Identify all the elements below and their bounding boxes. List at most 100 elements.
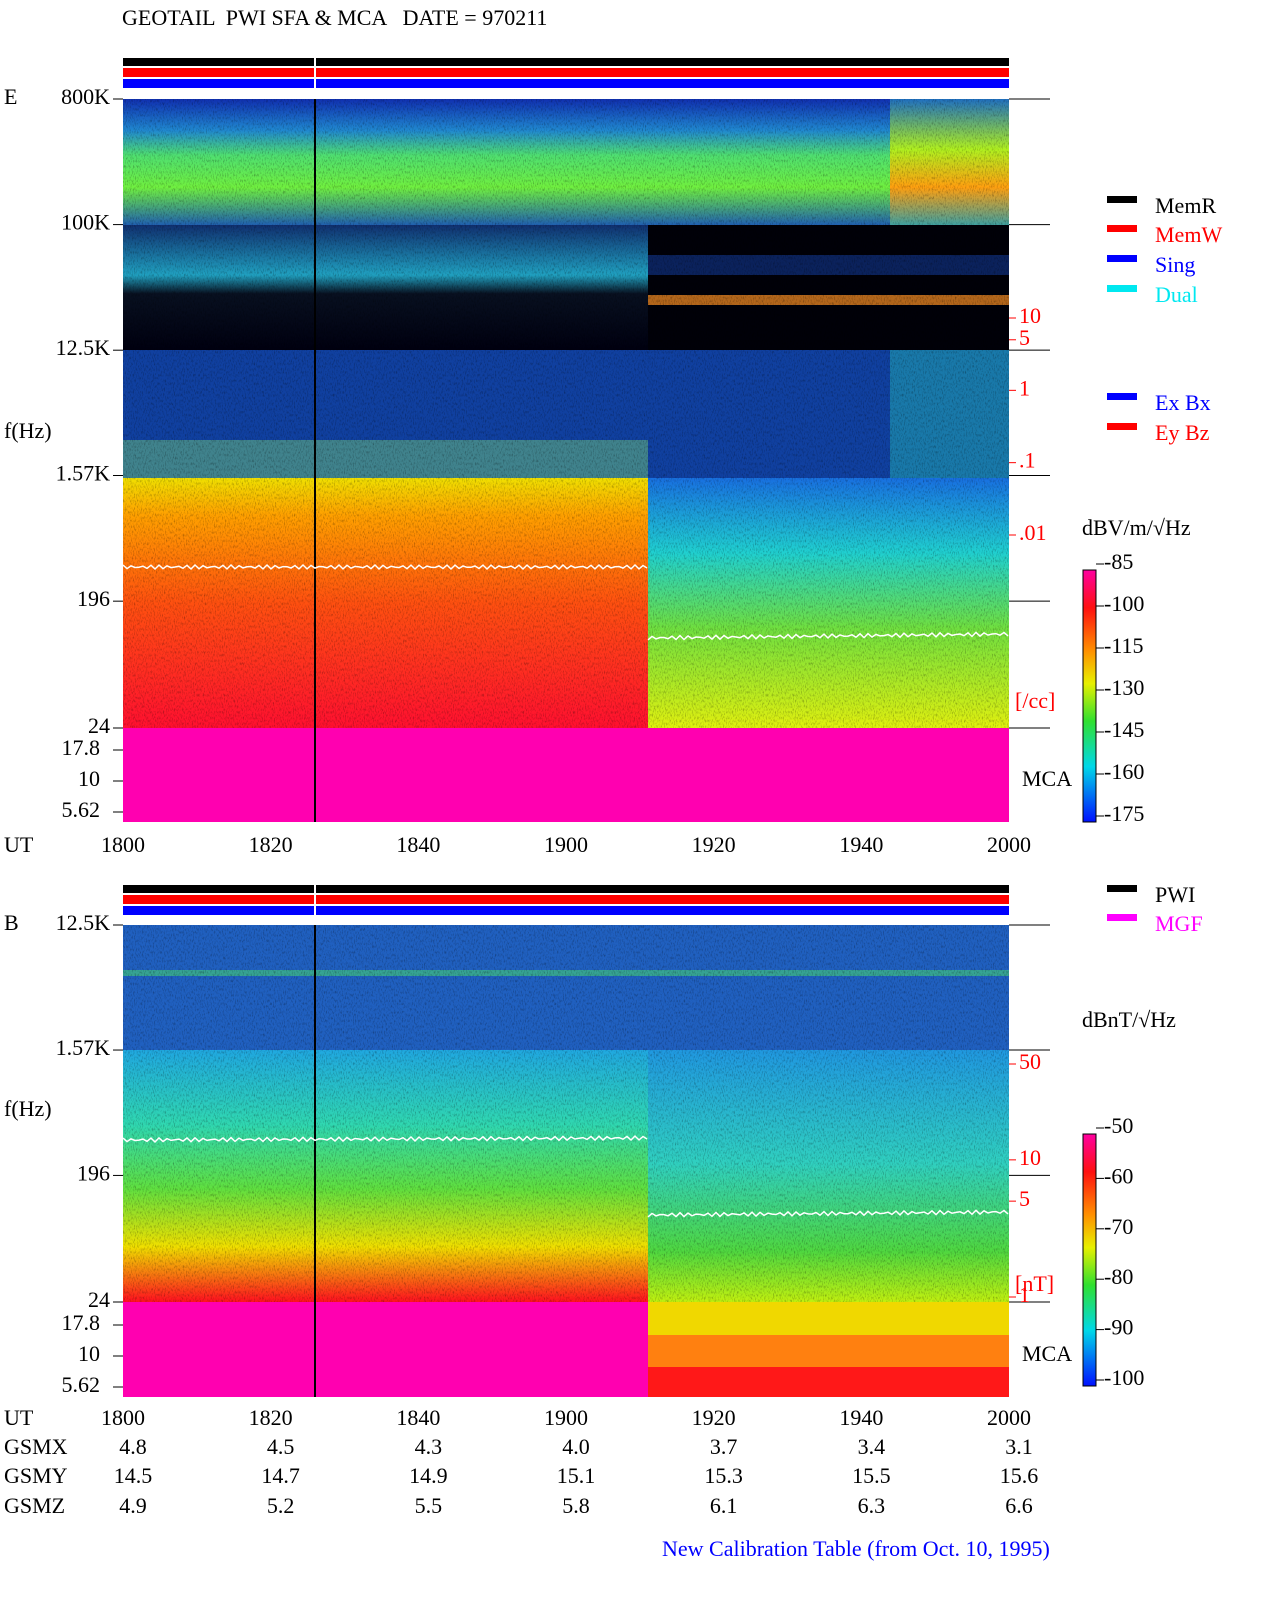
- legend-label: Ey Bz: [1155, 420, 1210, 445]
- y-tick-label: 12.5K: [56, 910, 111, 935]
- legend-swatch: [1107, 196, 1137, 203]
- panel-label: E: [4, 84, 17, 109]
- legend-swatch: [1107, 255, 1137, 262]
- y-tick-label: 1.57K: [56, 461, 111, 486]
- orbit-value: 6.3: [858, 1493, 886, 1518]
- mca-tick-label: 5.62: [62, 1372, 101, 1397]
- legend-label: Sing: [1155, 252, 1195, 277]
- mca-tick-label: 17.8: [62, 1310, 101, 1335]
- orbit-value: 5.5: [415, 1493, 443, 1518]
- legend-label: MemR: [1155, 193, 1216, 218]
- orbit-value: 3.7: [710, 1434, 738, 1459]
- orbit-value: 15.1: [557, 1463, 596, 1488]
- footer-note: New Calibration Table (from Oct. 10, 199…: [662, 1536, 1050, 1561]
- x-tick-label: 1940: [839, 1405, 883, 1430]
- colorbar-tick-label: -160: [1104, 759, 1144, 784]
- legend-label: Ex Bx: [1155, 390, 1211, 415]
- density-tick-label: 1: [1019, 1282, 1030, 1307]
- spectrogram-b: [123, 885, 1009, 1397]
- density-tick-label: .01: [1019, 520, 1047, 545]
- orbit-value: 15.5: [852, 1463, 891, 1488]
- y-tick-label: 100K: [61, 210, 110, 235]
- y-tick-label: 1.57K: [56, 1035, 111, 1060]
- colorbar-tick-label: -130: [1104, 675, 1144, 700]
- y-axis-label: f(Hz): [4, 1096, 52, 1121]
- trace: [647, 631, 1009, 641]
- density-tick-label: 5: [1019, 1186, 1030, 1211]
- x-tick-label: 1920: [692, 832, 736, 857]
- legend-swatch: [1107, 393, 1137, 400]
- x-tick-label: 1820: [249, 832, 293, 857]
- mca-label: MCA: [1022, 1341, 1072, 1366]
- legend-swatch: [1107, 914, 1137, 921]
- orbit-value: 5.2: [267, 1493, 295, 1518]
- orbit-value: 14.5: [114, 1463, 153, 1488]
- trace: [122, 1135, 648, 1143]
- colorbar-tick-label: -100: [1104, 591, 1144, 616]
- colorbar-label: dBV/m/√Hz: [1082, 515, 1191, 540]
- density-tick-label: 10: [1019, 1145, 1041, 1170]
- colorbar-tick-label: -100: [1104, 1365, 1144, 1390]
- colorbar-tick-label: -85: [1104, 549, 1133, 574]
- legend-label: PWI: [1155, 882, 1195, 907]
- orbit-value: 3.4: [858, 1434, 886, 1459]
- orbit-value: 5.8: [562, 1493, 590, 1518]
- colorbar: [1082, 1133, 1097, 1387]
- mca-tick-label: 10: [78, 766, 100, 791]
- mca-tick-label: 17.8: [62, 735, 101, 760]
- colorbar-tick-label: -70: [1104, 1214, 1133, 1239]
- density-unit: [/cc]: [1015, 688, 1055, 713]
- x-axis-label: UT: [4, 1405, 34, 1430]
- orbit-value: 4.0: [562, 1434, 590, 1459]
- orbit-value: 4.9: [119, 1493, 147, 1518]
- x-tick-label: 2000: [987, 1405, 1031, 1430]
- orbit-row-label: GSMX: [4, 1434, 68, 1459]
- trace: [122, 563, 648, 571]
- x-tick-label: 1900: [544, 1405, 588, 1430]
- density-tick-label: 10: [1019, 303, 1041, 328]
- density-tick-label: 50: [1019, 1049, 1041, 1074]
- x-tick-label: 1940: [839, 832, 883, 857]
- y-tick-label: 24: [88, 1287, 110, 1312]
- trace: [647, 1209, 1009, 1218]
- density-unit: [nT]: [1015, 1271, 1054, 1296]
- legend-label: MemW: [1155, 222, 1222, 247]
- x-tick-label: 1840: [396, 832, 440, 857]
- y-tick-label: 12.5K: [56, 335, 111, 360]
- legend-swatch: [1107, 285, 1137, 292]
- colorbar-tick-label: -50: [1104, 1113, 1133, 1138]
- colorbar: [1082, 569, 1097, 823]
- panel-label: B: [4, 910, 19, 935]
- x-tick-label: 2000: [987, 832, 1031, 857]
- x-tick-label: 1900: [544, 832, 588, 857]
- x-axis-label: UT: [4, 832, 34, 857]
- orbit-value: 14.9: [409, 1463, 448, 1488]
- spectrogram-e: [123, 58, 1009, 822]
- x-tick-label: 1920: [692, 1405, 736, 1430]
- colorbar-tick-label: -145: [1104, 717, 1144, 742]
- orbit-row-label: GSMZ: [4, 1493, 65, 1518]
- mca-label: MCA: [1022, 766, 1072, 791]
- orbit-value: 6.1: [710, 1493, 738, 1518]
- mca-tick-label: 5.62: [62, 797, 101, 822]
- orbit-value: 4.8: [119, 1434, 147, 1459]
- density-tick-label: 1: [1019, 375, 1030, 400]
- density-tick-label: 5: [1019, 325, 1030, 350]
- orbit-value: 15.6: [1000, 1463, 1039, 1488]
- orbit-value: 15.3: [704, 1463, 743, 1488]
- colorbar-tick-label: -90: [1104, 1315, 1133, 1340]
- x-tick-label: 1840: [396, 1405, 440, 1430]
- y-tick-label: 24: [88, 713, 110, 738]
- x-tick-label: 1820: [249, 1405, 293, 1430]
- legend-label: Dual: [1155, 282, 1198, 307]
- x-tick-label: 1800: [101, 1405, 145, 1430]
- colorbar-label: dBnT/√Hz: [1082, 1007, 1176, 1032]
- legend-label: MGF: [1155, 911, 1203, 936]
- orbit-value: 4.5: [267, 1434, 295, 1459]
- x-tick-label: 1800: [101, 832, 145, 857]
- orbit-row-label: GSMY: [4, 1463, 68, 1488]
- density-tick-label: .1: [1019, 448, 1036, 473]
- colorbar-tick-label: -175: [1104, 801, 1144, 826]
